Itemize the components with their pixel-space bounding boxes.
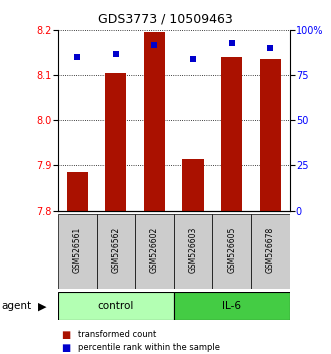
Bar — [135, 214, 174, 289]
Bar — [58, 214, 97, 289]
Text: ■: ■ — [61, 343, 71, 353]
Text: percentile rank within the sample: percentile rank within the sample — [78, 343, 220, 352]
Point — [268, 45, 273, 51]
Bar — [58, 292, 174, 320]
Point — [152, 42, 157, 47]
Bar — [260, 59, 281, 211]
Text: GSM526562: GSM526562 — [111, 227, 120, 273]
Text: transformed count: transformed count — [78, 330, 156, 339]
Bar — [67, 172, 88, 211]
Point — [190, 56, 196, 62]
Bar — [251, 214, 290, 289]
Text: IL-6: IL-6 — [222, 301, 241, 311]
Text: ■: ■ — [61, 330, 71, 339]
Text: GSM526605: GSM526605 — [227, 227, 236, 273]
Text: agent: agent — [2, 301, 32, 311]
Bar — [221, 57, 242, 211]
Bar — [174, 214, 213, 289]
Text: GSM526602: GSM526602 — [150, 227, 159, 273]
Point — [74, 54, 80, 60]
Bar — [105, 73, 126, 211]
Bar — [174, 292, 290, 320]
Text: GSM526561: GSM526561 — [73, 227, 82, 273]
Text: GSM526603: GSM526603 — [189, 227, 198, 273]
Text: ▶: ▶ — [38, 301, 47, 311]
Bar — [213, 214, 251, 289]
Point — [229, 40, 234, 46]
Point — [113, 51, 118, 56]
Text: GSM526678: GSM526678 — [266, 227, 275, 273]
Text: control: control — [98, 301, 134, 311]
Text: GDS3773 / 10509463: GDS3773 / 10509463 — [98, 12, 233, 25]
Bar — [97, 214, 135, 289]
Bar — [144, 32, 165, 211]
Bar — [182, 159, 204, 211]
